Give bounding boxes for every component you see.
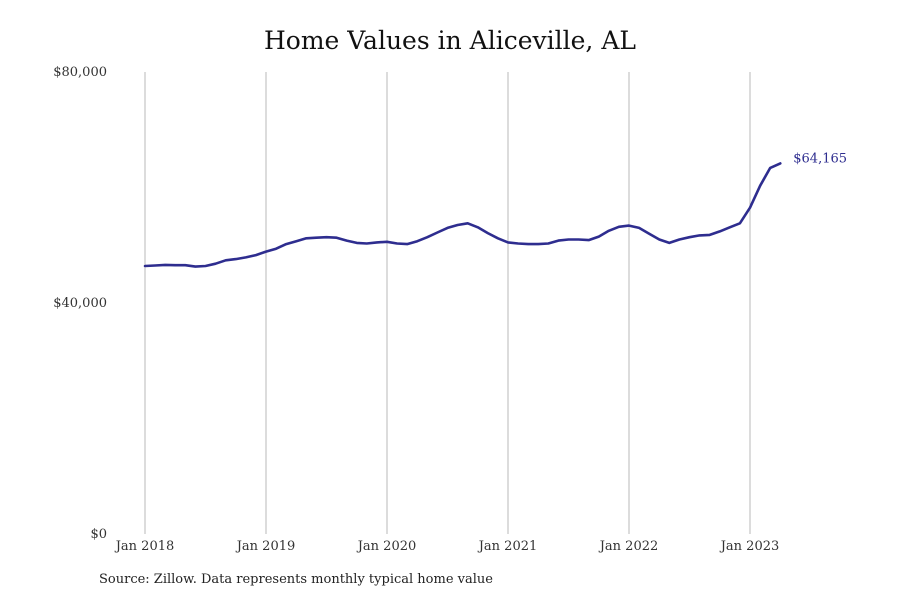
x-tick-label: Jan 2023	[719, 539, 780, 554]
y-tick-label: $0	[90, 527, 107, 542]
x-tick-label: Jan 2018	[114, 539, 175, 554]
chart-title: Home Values in Aliceville, AL	[264, 26, 636, 55]
end-value-label: $64,165	[793, 151, 847, 166]
x-tick-label: Jan 2020	[356, 539, 417, 554]
x-tick-label: Jan 2019	[235, 539, 296, 554]
grid-layer	[144, 72, 751, 534]
x-tick-label: Jan 2021	[477, 539, 538, 554]
series-line	[143, 162, 782, 268]
x-axis: Jan 2018 Jan 2019 Jan 2020 Jan 2021 Jan 2022…	[114, 539, 780, 554]
y-tick-label: $80,000	[53, 65, 107, 80]
y-axis: $0 $40,000 $80,000	[53, 65, 107, 542]
series-layer: $64,165	[143, 151, 847, 268]
y-tick-label: $40,000	[53, 296, 107, 311]
source-note: Source: Zillow. Data represents monthly …	[99, 572, 493, 587]
x-tick-label: Jan 2022	[598, 539, 659, 554]
